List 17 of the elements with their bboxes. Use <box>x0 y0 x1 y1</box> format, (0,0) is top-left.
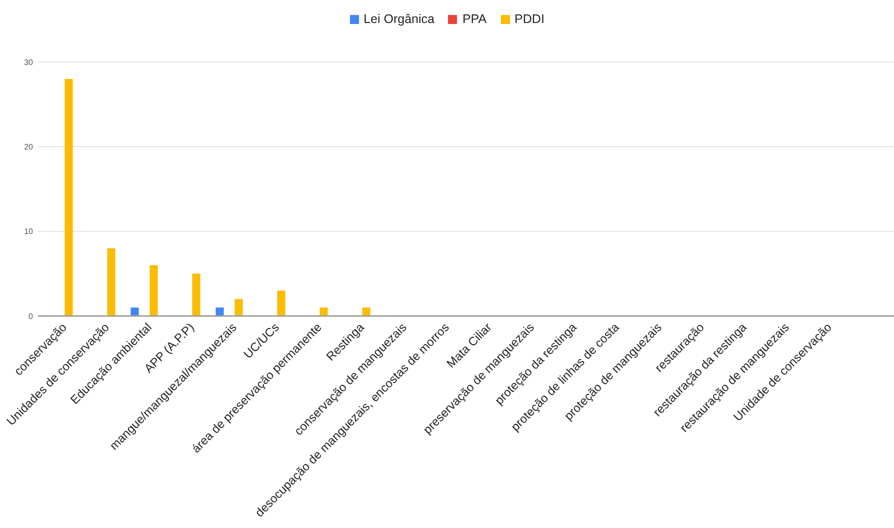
bar <box>320 308 328 316</box>
bar <box>64 78 73 316</box>
bar <box>130 308 139 316</box>
y-tick-label: 30 <box>24 58 34 67</box>
legend-label: Lei Orgânica <box>364 12 434 26</box>
bar <box>277 290 286 316</box>
y-tick-label: 10 <box>24 227 34 236</box>
bar <box>150 265 158 316</box>
bar <box>107 248 116 316</box>
y-tick-label: 0 <box>28 312 34 321</box>
legend-label: PPA <box>462 12 487 26</box>
bar <box>216 308 224 316</box>
bar <box>192 274 200 316</box>
legend-label: PDDI <box>514 12 544 26</box>
bar <box>234 299 243 316</box>
bar <box>362 308 370 316</box>
y-tick-label: 20 <box>24 142 34 152</box>
